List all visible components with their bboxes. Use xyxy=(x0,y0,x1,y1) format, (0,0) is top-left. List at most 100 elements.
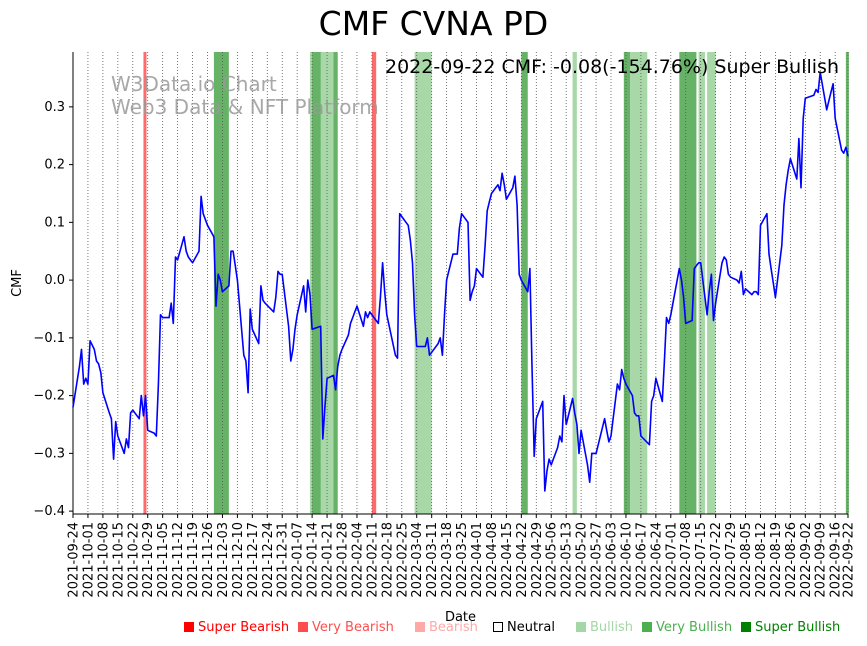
cmf-point xyxy=(512,187,514,189)
cmf-point xyxy=(546,470,548,472)
cmf-point xyxy=(847,155,849,157)
cmf-point xyxy=(168,317,170,319)
cmf-point xyxy=(326,377,328,379)
signal-band-very_bullish xyxy=(623,52,631,514)
cmf-point xyxy=(772,282,774,284)
cmf-point xyxy=(443,314,446,316)
x-axis-label: Date xyxy=(445,610,476,625)
signal-band-very_bearish xyxy=(143,52,147,514)
cmf-point xyxy=(759,224,762,226)
cmf-point xyxy=(411,262,414,264)
cmf-point xyxy=(112,458,115,460)
cmf-point xyxy=(623,377,625,379)
cmf-point xyxy=(292,348,294,351)
cmf-point xyxy=(115,421,117,423)
cmf-point xyxy=(324,406,326,408)
cmf-point xyxy=(228,285,230,287)
cmf-point xyxy=(744,288,747,290)
cmf-point xyxy=(830,91,832,94)
cmf-point xyxy=(352,317,354,319)
x-tick-label: 2022-04-22 xyxy=(515,522,530,598)
cmf-point xyxy=(685,322,687,325)
cmf-point xyxy=(843,152,845,154)
cmf-point xyxy=(454,253,456,255)
cmf-point xyxy=(399,213,401,215)
cmf-point xyxy=(431,351,433,353)
cmf-point xyxy=(78,366,81,368)
cmf-point xyxy=(700,262,702,264)
x-tick-label: 2021-09-24 xyxy=(67,522,82,598)
cmf-point xyxy=(593,452,595,454)
cmf-point xyxy=(307,279,309,281)
cmf-point xyxy=(93,348,95,351)
cmf-point xyxy=(236,279,238,281)
cmf-point xyxy=(213,236,215,238)
cmf-point xyxy=(337,366,339,368)
cmf-point xyxy=(273,311,275,313)
cmf-point xyxy=(757,293,759,296)
cmf-point xyxy=(234,265,236,267)
cmf-point xyxy=(636,415,638,417)
legend-label: Bearish xyxy=(429,620,478,635)
x-tick-label: 2022-08-12 xyxy=(754,522,769,598)
cmf-point xyxy=(490,192,493,195)
cmf-point xyxy=(72,406,74,408)
cmf-point xyxy=(595,452,597,454)
cmf-point xyxy=(294,328,296,330)
cmf-point xyxy=(221,291,224,293)
cmf-point xyxy=(802,117,804,120)
cmf-point xyxy=(832,83,834,85)
x-tick-label: 2022-05-20 xyxy=(575,522,590,598)
x-tick-label: 2021-11-26 xyxy=(201,522,216,598)
cmf-point xyxy=(170,302,172,304)
cmf-point xyxy=(379,296,382,299)
x-tick-label: 2022-07-22 xyxy=(709,522,724,598)
cmf-point xyxy=(565,423,567,426)
cmf-point xyxy=(467,221,469,223)
x-tick-label: 2022-02-11 xyxy=(365,522,380,598)
cmf-point xyxy=(183,236,185,238)
cmf-point xyxy=(407,224,409,226)
cmf-point xyxy=(695,265,698,267)
legend-swatch xyxy=(298,622,308,632)
x-tick-label: 2022-09-22 xyxy=(842,522,857,598)
cmf-point xyxy=(243,354,245,356)
x-tick-label: 2022-07-29 xyxy=(724,522,739,598)
cmf-point xyxy=(817,91,819,94)
cmf-point xyxy=(187,256,189,258)
cmf-point xyxy=(753,291,755,293)
legend-item: Very Bearish xyxy=(298,620,394,635)
legend-item: Neutral xyxy=(493,620,555,635)
x-tick-label: 2021-12-31 xyxy=(276,522,291,598)
x-tick-label: 2022-01-21 xyxy=(321,522,336,598)
x-tick-label: 2022-09-16 xyxy=(829,522,844,598)
x-tick-label: 2022-08-26 xyxy=(784,522,799,598)
cmf-point xyxy=(653,395,655,397)
y-axis-label: CMF xyxy=(10,269,25,297)
cmf-point xyxy=(608,441,610,443)
cmf-point xyxy=(708,291,710,293)
latest-value-annotation: 2022-09-22 CMF: -0.08(-154.76%) Super Bu… xyxy=(385,56,839,78)
cmf-point xyxy=(264,302,266,304)
cmf-point xyxy=(202,213,204,215)
cmf-point xyxy=(650,400,653,402)
cmf-point xyxy=(177,259,179,261)
cmf-point xyxy=(514,175,516,177)
cmf-point xyxy=(277,270,279,273)
cmf-point xyxy=(302,285,305,287)
cmf-point xyxy=(83,383,85,385)
cmf-point xyxy=(815,88,817,91)
cmf-point xyxy=(531,366,533,368)
signal-band-very_bullish xyxy=(679,52,697,514)
x-tick-label: 2022-06-10 xyxy=(619,522,634,598)
cmf-point xyxy=(335,389,337,391)
cmf-point xyxy=(559,435,561,437)
cmf-point xyxy=(548,458,550,460)
legend-item: Bullish xyxy=(576,620,633,635)
cmf-point xyxy=(339,354,341,356)
x-tick-label: 2022-04-29 xyxy=(530,522,545,598)
cmf-point xyxy=(616,383,619,385)
cmf-point xyxy=(473,285,475,287)
cmf-point xyxy=(191,262,194,264)
cmf-point xyxy=(258,343,260,345)
